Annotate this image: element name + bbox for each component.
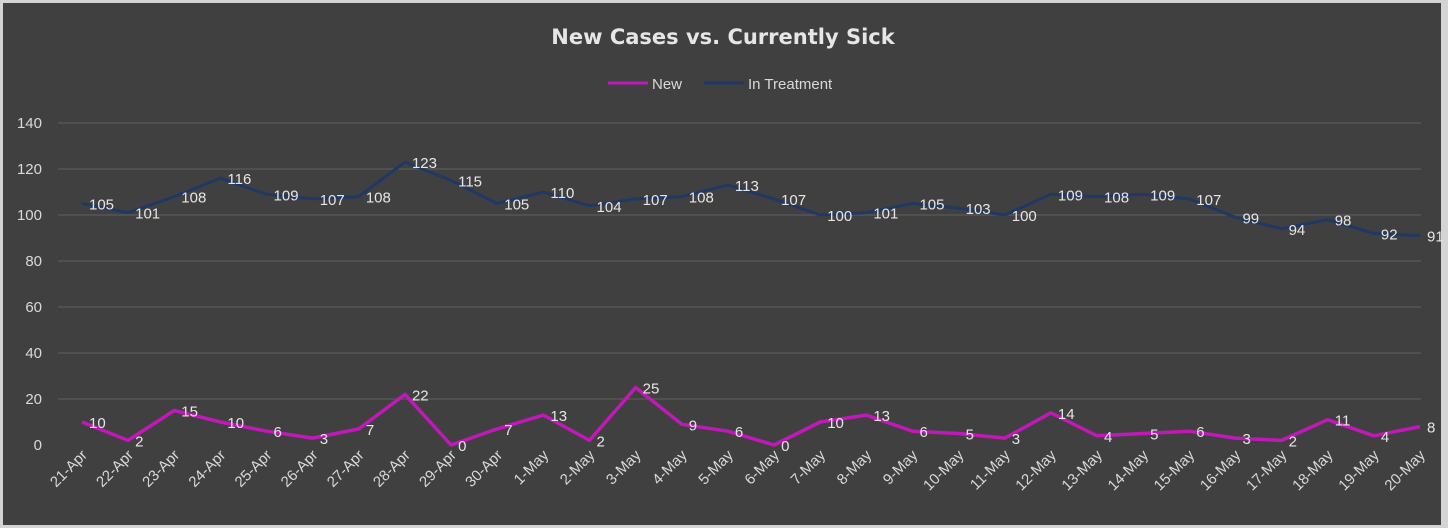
data-label-in-treatment: 113: [735, 178, 759, 195]
data-label-new: 6: [274, 424, 282, 441]
series-layer: [81, 160, 1421, 447]
data-label-new: 7: [504, 422, 512, 439]
data-label-new: 11: [1335, 413, 1351, 430]
legend: New In Treatment: [608, 76, 833, 93]
data-label-new: 5: [966, 427, 974, 444]
data-label-new: 22: [412, 387, 429, 404]
y-tick-label: 20: [25, 391, 42, 408]
data-label-new: 3: [1242, 431, 1250, 448]
data-label-new: 0: [781, 438, 789, 455]
data-label-new: 0: [458, 438, 466, 455]
data-label-in-treatment: 107: [320, 192, 345, 209]
data-label-in-treatment: 94: [1289, 222, 1306, 239]
data-label-in-treatment: 101: [873, 206, 898, 223]
data-label-in-treatment: 107: [1196, 192, 1221, 209]
data-label-new: 6: [919, 424, 927, 441]
data-label-in-treatment: 109: [274, 187, 299, 204]
y-tick-label: 40: [25, 345, 42, 362]
data-label-new: 10: [827, 415, 844, 432]
data-label-new: 3: [1012, 431, 1020, 448]
data-label-new: 10: [227, 415, 244, 432]
data-label-in-treatment: 92: [1381, 226, 1398, 243]
data-label-new: 4: [1104, 429, 1112, 446]
data-label-new: 7: [366, 422, 374, 439]
data-label-in-treatment: 98: [1335, 213, 1352, 230]
data-label-in-treatment: 103: [966, 201, 991, 218]
data-label-new: 8: [1427, 420, 1435, 437]
y-tick-label: 120: [17, 161, 42, 178]
data-label-new: 15: [181, 404, 198, 421]
y-tick-label: 80: [25, 253, 42, 270]
data-label-in-treatment: 101: [135, 206, 160, 223]
data-label-in-treatment: 100: [1012, 208, 1037, 225]
data-label-in-treatment: 105: [919, 197, 944, 214]
gridlines: [58, 122, 1421, 400]
data-label-new: 13: [873, 408, 890, 425]
data-label-new: 2: [597, 433, 605, 450]
data-label-new: 6: [735, 424, 743, 441]
data-label-in-treatment: 123: [412, 155, 437, 172]
data-labels: 10 2 15 10 6 3 7 22 0 7 13 2 25 9 6 0 10 13 6 5 3 14 4 5 6 3 2 11 4 8…: [89, 155, 1444, 455]
y-tick-label: 100: [17, 207, 42, 224]
series-line-in-treatment: [81, 160, 1421, 238]
data-label-new: 2: [1289, 433, 1297, 450]
data-label-in-treatment: 110: [550, 185, 574, 202]
data-label-in-treatment: 99: [1242, 210, 1259, 227]
data-label-in-treatment: 91: [1427, 229, 1444, 246]
data-label-in-treatment: 108: [366, 190, 391, 207]
data-label-in-treatment: 104: [597, 199, 622, 216]
data-label-new: 10: [89, 415, 106, 432]
data-label-new: 4: [1381, 429, 1389, 446]
legend-label-new: New: [652, 76, 682, 93]
y-tick-label: 140: [17, 115, 42, 132]
data-label-new: 14: [1058, 406, 1075, 423]
data-label-new: 6: [1196, 424, 1204, 441]
data-label-in-treatment: 105: [504, 197, 529, 214]
data-label-new: 25: [643, 381, 660, 398]
data-label-in-treatment: 108: [689, 190, 714, 207]
data-label-in-treatment: 109: [1058, 187, 1083, 204]
data-label-in-treatment: 107: [643, 192, 668, 209]
data-label-in-treatment: 108: [1104, 190, 1129, 207]
y-axis: 0 20 40 60 80 100 120 140: [17, 115, 42, 454]
data-label-new: 3: [320, 431, 328, 448]
data-label-in-treatment: 107: [781, 192, 806, 209]
legend-label-in-treatment: In Treatment: [748, 76, 833, 93]
y-tick-label: 60: [25, 299, 42, 316]
plot-background: [3, 3, 1441, 525]
data-label-in-treatment: 105: [89, 197, 114, 214]
data-label-in-treatment: 108: [181, 190, 206, 207]
data-label-in-treatment: 100: [827, 208, 852, 225]
data-label-in-treatment: 115: [458, 174, 482, 191]
data-label-new: 13: [550, 408, 567, 425]
data-label-in-treatment: 116: [227, 171, 251, 188]
series-line-new: [81, 385, 1421, 447]
data-label-new: 5: [1150, 427, 1158, 444]
data-label-in-treatment: 109: [1150, 187, 1175, 204]
y-tick-label: 0: [34, 437, 42, 454]
data-label-new: 2: [135, 433, 143, 450]
chart-title: New Cases vs. Currently Sick: [551, 25, 895, 49]
data-label-new: 9: [689, 417, 697, 434]
